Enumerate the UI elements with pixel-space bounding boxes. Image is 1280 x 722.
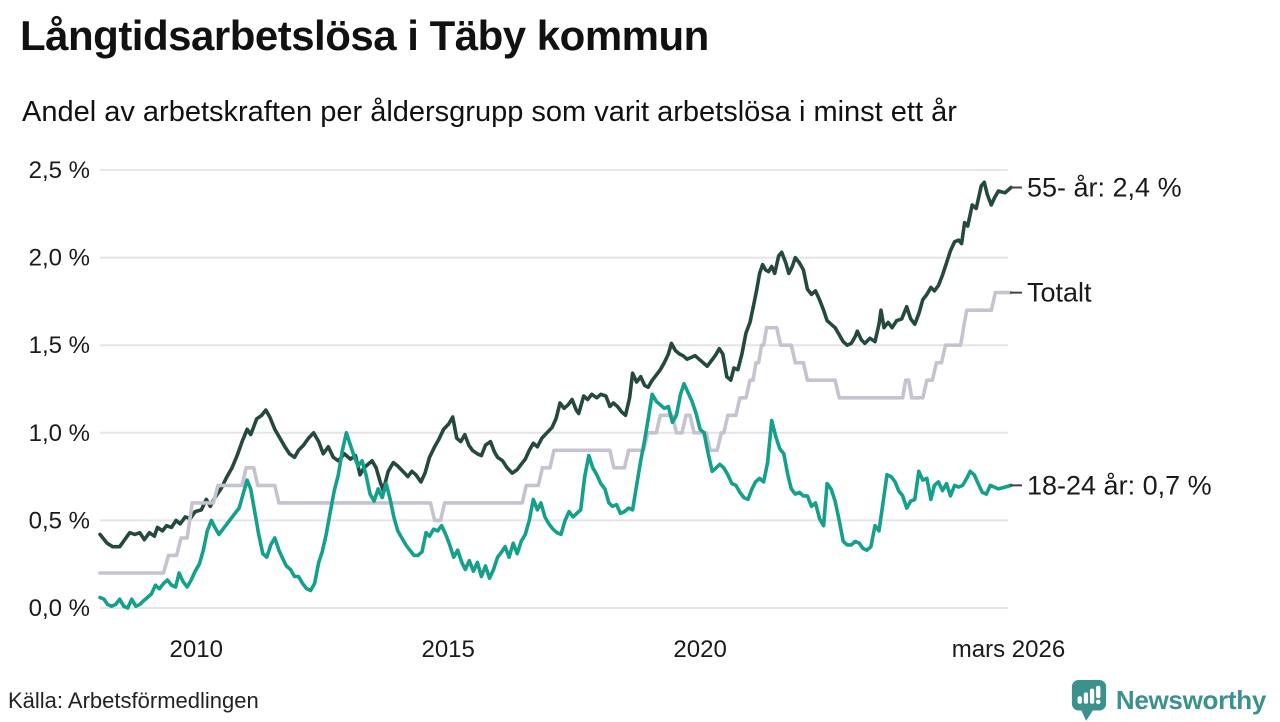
source-credit: Källa: Arbetsförmedlingen <box>8 688 259 713</box>
series-end-labels: 55- år: 2,4 % Totalt 18-24 år: 0,7 % <box>1010 173 1212 500</box>
y-tick-label: 0,0 % <box>29 595 90 622</box>
series-end-label-55-ar: 55- år: 2,4 % <box>1027 173 1182 203</box>
y-tick-label: 1,0 % <box>29 420 90 447</box>
series-line-55-ar <box>98 180 1013 549</box>
newsworthy-bubble-icon <box>1071 680 1106 721</box>
series-line-18-24-ar <box>98 381 1013 610</box>
y-axis-tick-labels: 0,0 % 0,5 % 1,0 % 1,5 % 2,0 % 2,5 % <box>29 157 90 622</box>
x-axis-tick-labels: 2010 2015 2020 mars 2026 <box>170 636 1066 663</box>
chart-subtitle: Andel av arbetskraften per åldersgrupp s… <box>22 96 957 128</box>
newsworthy-wordmark: Newsworthy <box>1115 684 1266 715</box>
x-tick-label: 2015 <box>421 636 474 663</box>
x-tick-label: 2010 <box>170 636 223 663</box>
x-tick-label: 2020 <box>673 636 726 663</box>
y-tick-label: 2,0 % <box>29 245 90 272</box>
series-lines <box>98 180 1013 610</box>
y-tick-label: 2,5 % <box>29 157 90 184</box>
series-end-label-18-24-ar: 18-24 år: 0,7 % <box>1027 470 1212 500</box>
series-line-totalt <box>98 290 1013 575</box>
x-tick-label: mars 2026 <box>952 636 1065 663</box>
series-end-label-totalt: Totalt <box>1027 278 1092 308</box>
newsworthy-logo: Newsworthy <box>1070 678 1266 722</box>
y-gridlines <box>100 169 1008 609</box>
page-title: Långtidsarbetslösa i Täby kommun <box>20 12 709 59</box>
y-tick-label: 0,5 % <box>29 507 90 534</box>
y-tick-label: 1,5 % <box>29 332 90 359</box>
